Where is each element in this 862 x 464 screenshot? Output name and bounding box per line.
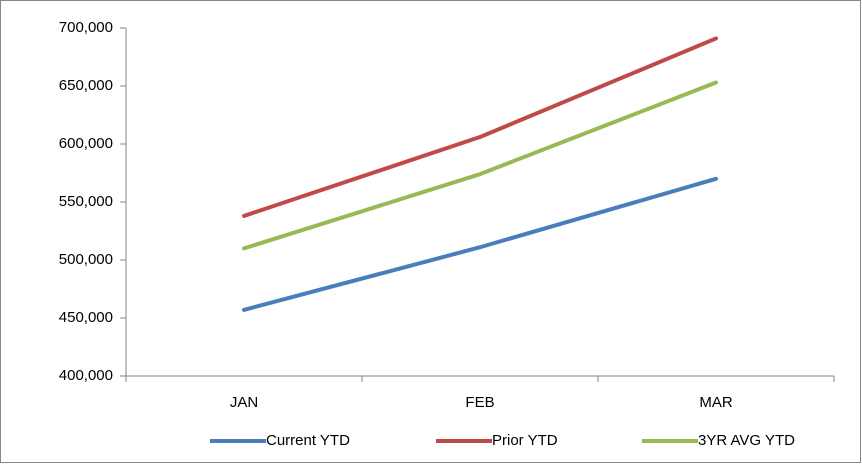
- y-tick-label: 500,000: [59, 251, 113, 268]
- legend-label: Current YTD: [266, 432, 350, 449]
- y-tick-label: 550,000: [59, 193, 113, 210]
- series-line: [242, 36, 718, 218]
- series-line: [242, 80, 718, 251]
- y-tick-label: 600,000: [59, 135, 113, 152]
- y-tick-label: 400,000: [59, 367, 113, 384]
- y-tick-label: 700,000: [59, 19, 113, 36]
- series-line: [242, 176, 718, 312]
- x-tick-label: JAN: [230, 394, 258, 411]
- legend-label: Prior YTD: [492, 432, 558, 449]
- x-tick-label: FEB: [465, 394, 494, 411]
- y-tick-label: 450,000: [59, 309, 113, 326]
- y-tick-label: 650,000: [59, 77, 113, 94]
- x-tick-label: MAR: [699, 394, 733, 411]
- legend-label: 3YR AVG YTD: [698, 432, 795, 449]
